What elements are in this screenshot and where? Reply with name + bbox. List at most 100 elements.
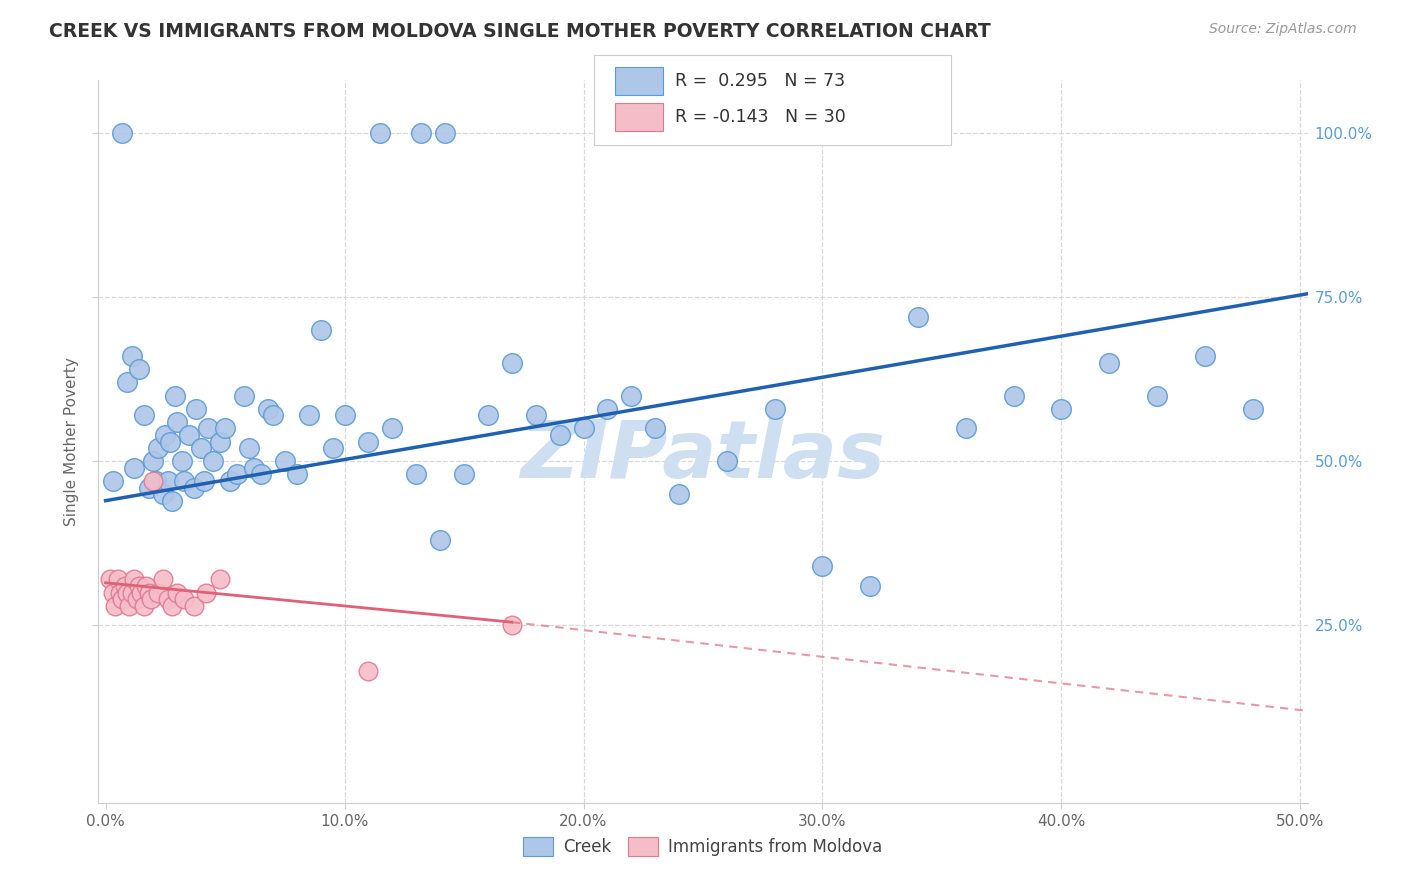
- Point: [115, 376, 138, 390]
- Point: [186, 401, 208, 416]
- Point: [170, 454, 193, 468]
- Point: [173, 592, 195, 607]
- Point: [333, 409, 356, 423]
- Legend: Creek, Immigrants from Moldova: Creek, Immigrants from Moldova: [517, 830, 889, 863]
- Text: Source: ZipAtlas.com: Source: ZipAtlas.com: [1209, 22, 1357, 37]
- Point: [620, 388, 643, 402]
- Point: [135, 579, 157, 593]
- Point: [101, 585, 124, 599]
- Point: [453, 467, 475, 482]
- Point: [238, 441, 260, 455]
- Point: [309, 323, 332, 337]
- Point: [152, 487, 174, 501]
- Point: [1098, 356, 1121, 370]
- Point: [197, 421, 219, 435]
- Point: [111, 126, 134, 140]
- Text: CREEK VS IMMIGRANTS FROM MOLDOVA SINGLE MOTHER POVERTY CORRELATION CHART: CREEK VS IMMIGRANTS FROM MOLDOVA SINGLE …: [49, 22, 991, 41]
- Point: [131, 585, 153, 599]
- Point: [166, 415, 188, 429]
- Point: [183, 599, 205, 613]
- Point: [763, 401, 786, 416]
- Point: [118, 599, 141, 613]
- Point: [138, 585, 160, 599]
- Y-axis label: Single Mother Poverty: Single Mother Poverty: [65, 357, 79, 526]
- Point: [250, 467, 273, 482]
- Point: [524, 409, 547, 423]
- Point: [122, 573, 145, 587]
- Point: [285, 467, 308, 482]
- Point: [162, 599, 184, 613]
- Point: [163, 388, 186, 402]
- Point: [357, 665, 380, 679]
- Point: [159, 434, 181, 449]
- Text: ZIPatlas: ZIPatlas: [520, 417, 886, 495]
- Point: [1241, 401, 1264, 416]
- Point: [811, 559, 834, 574]
- Point: [179, 428, 201, 442]
- Point: [501, 618, 523, 632]
- Point: [209, 573, 232, 587]
- Point: [166, 585, 188, 599]
- Point: [107, 573, 129, 587]
- Point: [357, 434, 380, 449]
- Point: [716, 454, 738, 468]
- Point: [128, 362, 150, 376]
- Point: [214, 421, 236, 435]
- Point: [183, 481, 205, 495]
- Point: [735, 126, 758, 140]
- Point: [409, 126, 432, 140]
- Text: R = -0.143   N = 30: R = -0.143 N = 30: [675, 108, 846, 126]
- Point: [1194, 349, 1216, 363]
- Point: [226, 467, 249, 482]
- Point: [114, 579, 136, 593]
- Point: [596, 401, 619, 416]
- Point: [501, 356, 523, 370]
- Point: [433, 126, 456, 140]
- Bar: [614, 67, 664, 95]
- Point: [115, 585, 138, 599]
- Point: [145, 474, 167, 488]
- Point: [859, 579, 882, 593]
- Point: [194, 585, 217, 599]
- Point: [907, 310, 929, 324]
- Point: [128, 579, 150, 593]
- Point: [142, 454, 165, 468]
- Point: [101, 474, 124, 488]
- Point: [477, 409, 499, 423]
- Point: [298, 409, 321, 423]
- Point: [1050, 401, 1073, 416]
- Point: [274, 454, 297, 468]
- Point: [122, 460, 145, 475]
- Point: [121, 349, 143, 363]
- Point: [146, 585, 169, 599]
- Point: [209, 434, 232, 449]
- Point: [242, 460, 264, 475]
- FancyBboxPatch shape: [595, 55, 950, 145]
- Point: [202, 454, 225, 468]
- Point: [190, 441, 212, 455]
- Point: [405, 467, 427, 482]
- Point: [155, 428, 177, 442]
- Point: [173, 474, 195, 488]
- Point: [751, 126, 773, 140]
- Point: [132, 599, 155, 613]
- Point: [121, 585, 143, 599]
- Point: [262, 409, 284, 423]
- Point: [104, 599, 127, 613]
- Bar: [614, 103, 664, 131]
- Point: [572, 421, 595, 435]
- Point: [429, 533, 451, 547]
- Point: [152, 573, 174, 587]
- Point: [193, 474, 215, 488]
- Point: [139, 592, 162, 607]
- Point: [111, 592, 134, 607]
- Point: [108, 585, 131, 599]
- Point: [142, 474, 165, 488]
- Point: [1146, 388, 1168, 402]
- Point: [98, 573, 121, 587]
- Point: [146, 441, 169, 455]
- Point: [138, 481, 160, 495]
- Point: [125, 592, 148, 607]
- Point: [668, 487, 690, 501]
- Point: [218, 474, 240, 488]
